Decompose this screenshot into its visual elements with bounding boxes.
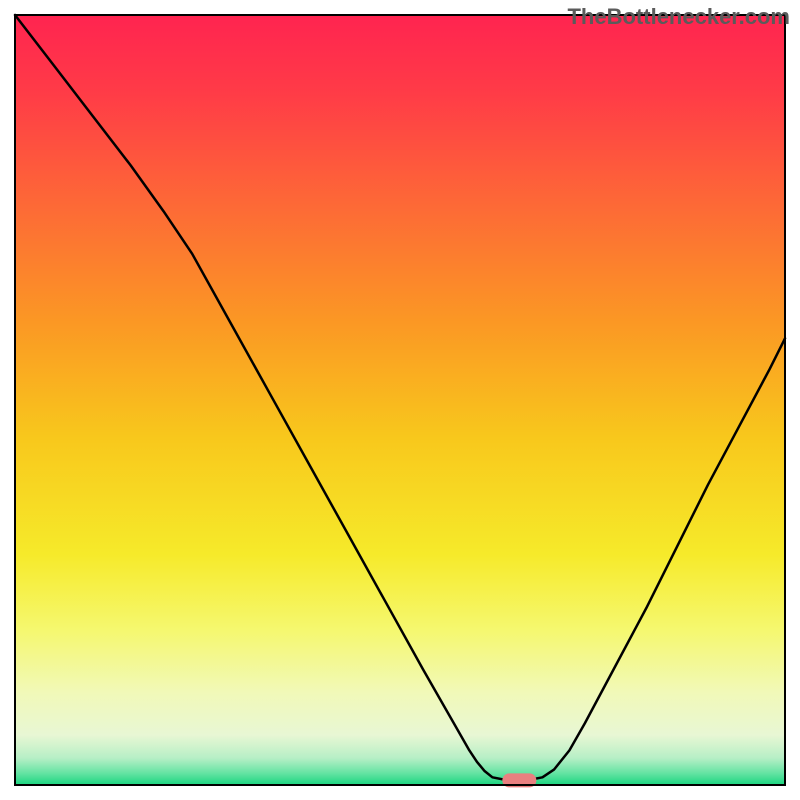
- chart-svg: [0, 0, 800, 800]
- plot-background: [15, 15, 785, 785]
- bottleneck-chart: TheBottlenecker.com: [0, 0, 800, 800]
